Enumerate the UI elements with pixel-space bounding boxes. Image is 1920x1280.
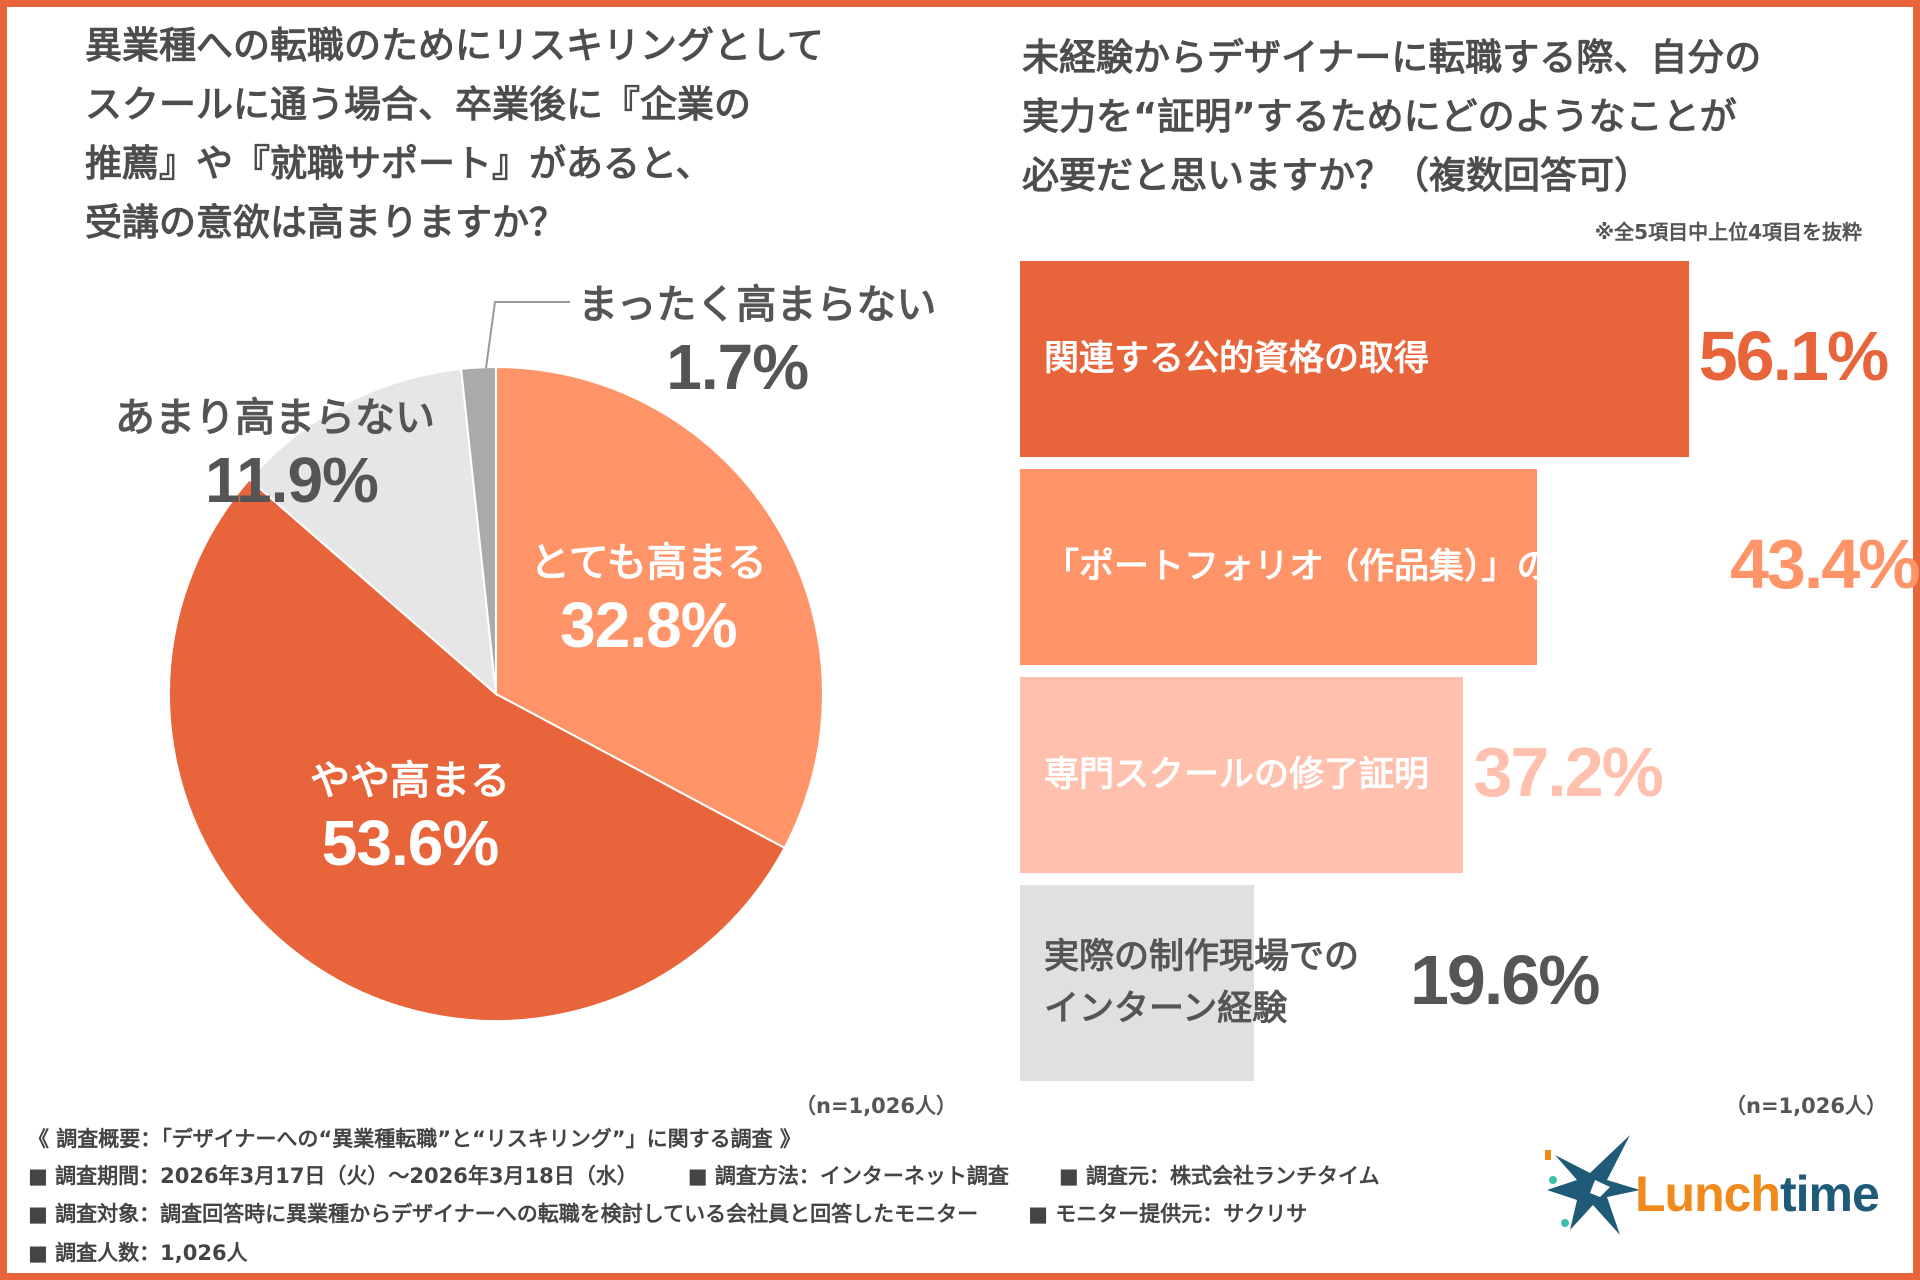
pie-label-3: まったく高まらない 1.7% [578, 272, 936, 404]
survey-row-1: ■ 調査期間：2026年3月17日（火）～2026年3月18日（水） ■ 調査方法… [28, 1160, 1430, 1190]
bar-2 [1020, 677, 1464, 873]
logo-text-lunch: Lunch [1635, 1166, 1781, 1222]
pie-slice-3 [460, 365, 497, 695]
pie-slice-1 [168, 477, 786, 1022]
pie-value-label: 32.8% [560, 589, 737, 661]
pie-chart-title: 異業種への転職のためにリスキリングとして スクールに通う場合、卒業後に『企業の … [85, 24, 824, 244]
pie-label-1: やや高まる 53.6% [310, 748, 510, 880]
bar-category-label: 関連する公的資格の取得 [1044, 339, 1430, 379]
burst-icon [1545, 1135, 1640, 1235]
bar-1 [1020, 469, 1538, 665]
survey-source: ■ 調査元：株式会社ランチタイム [1058, 1164, 1380, 1188]
survey-count: ■ 調査人数：1,026人 [28, 1241, 248, 1265]
survey-row-2: ■ 調査対象：調査回答時に異業種からデザイナーへの転職を検討している会社員と回答… [28, 1198, 1357, 1228]
survey-provider: ■ モニター提供元：サクリサ [1028, 1202, 1308, 1226]
pie-category-label: あまり高まらない [115, 395, 435, 441]
bar-category-label: 「ポートフォリオ（作品集）」の提出 [1044, 547, 1622, 587]
pie-slice-0 [495, 365, 824, 850]
survey-period: ■ 調査期間：2026年3月17日（火）～2026年3月18日（水） [28, 1164, 638, 1188]
bar-category-label: 実際の制作現場での インターン経験 [1044, 937, 1360, 1029]
survey-method: ■ 調査方法：インターネット調査 [687, 1164, 1009, 1188]
leader-line [485, 301, 570, 369]
survey-target: ■ 調査対象：調査回答時に異業種からデザイナーへの転職を検討している会社員と回答… [28, 1202, 979, 1226]
bar-0 [1020, 261, 1689, 457]
pie-category-label: やや高まる [310, 758, 510, 804]
bar-value-label: 19.6% [1410, 941, 1600, 1019]
pie-value-label: 1.7% [666, 331, 809, 403]
pie-category-label: とても高まる [530, 540, 767, 586]
bar-chart-title: 未経験からデザイナーに転職する際、自分の 実力を“証明”するためにどのようなこと… [1022, 36, 1762, 197]
pie-value-label: 53.6% [321, 807, 499, 879]
pie-slice-2 [247, 367, 498, 697]
pie-value-label: 11.9% [205, 444, 379, 516]
pie-label-2: あまり高まらない 11.9% [115, 385, 435, 517]
logo-text-time: time [1779, 1166, 1880, 1222]
bar-value-label: 56.1% [1698, 317, 1889, 395]
pie-sample-size: （n=1,026人） [795, 1094, 957, 1118]
bar-chart-note: ※全5項目中上位4項目を抜粋 [1594, 220, 1862, 244]
bar-sample-size: （n=1,026人） [1725, 1094, 1887, 1118]
bar-3 [1020, 885, 1254, 1081]
lunchtime-logo: Lunchtime [1545, 1135, 1895, 1245]
pie-chart [168, 301, 824, 1022]
pie-category-label: まったく高まらない [578, 282, 937, 328]
bar-value-label: 37.2% [1473, 733, 1663, 811]
survey-summary: 《 調査概要：「デザイナーへの“異業種転職”と“リスキリング”」に関する調査 》 [28, 1127, 801, 1151]
bar-category-label: 専門スクールの修了証明 [1044, 755, 1430, 795]
bar-value-label: 43.4% [1730, 525, 1920, 603]
pie-label-0: とても高まる 32.8% [530, 530, 767, 662]
